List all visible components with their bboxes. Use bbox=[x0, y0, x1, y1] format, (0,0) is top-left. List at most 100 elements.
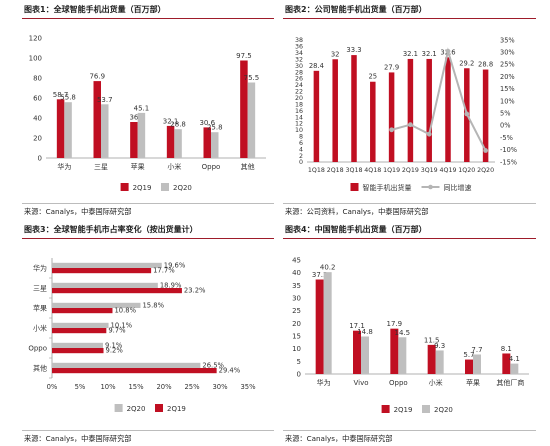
bar-shipments bbox=[445, 57, 451, 163]
yoy-growth-point bbox=[408, 122, 413, 128]
bar-2Q19 bbox=[52, 308, 113, 314]
x-tick-label: 35% bbox=[240, 383, 256, 391]
y-tick-label: 0 bbox=[299, 159, 303, 166]
figure4-title-rule bbox=[283, 238, 536, 239]
legend-swatch bbox=[381, 405, 390, 413]
data-label: 28.4 bbox=[309, 62, 324, 70]
figure3-source: 来源：Canalys，中泰国际研究部 bbox=[24, 434, 132, 443]
figure1-source: 来源：Canalys，中泰国际研究部 bbox=[24, 207, 132, 216]
y-tick-label: 10 bbox=[292, 345, 301, 353]
figure2-title-rule bbox=[283, 18, 536, 19]
x-tick-label: 2Q18 bbox=[327, 167, 344, 174]
y-tick-label: 20 bbox=[33, 135, 42, 143]
figure1-title: 图表1：全球智能手机出货量（百万部） bbox=[24, 5, 166, 14]
y-tick-label: 28 bbox=[295, 69, 303, 76]
y-tick-label: 10 bbox=[295, 127, 303, 134]
data-label: 32.1 bbox=[422, 50, 437, 58]
data-label: 26.5% bbox=[202, 361, 224, 369]
legend-swatch bbox=[114, 404, 123, 412]
y-tick-label: 6 bbox=[299, 140, 303, 147]
legend-label: 2Q20 bbox=[173, 184, 192, 192]
figure2-source: 来源：公司资料，Canalys，中泰国际研究部 bbox=[285, 207, 429, 216]
x-tick-label: 其他厂商 bbox=[496, 378, 524, 387]
bar-2Q19 bbox=[390, 328, 399, 374]
y-tick-label: 小米 bbox=[33, 324, 47, 333]
bar-2Q20 bbox=[101, 104, 109, 158]
data-label: 75.5 bbox=[244, 74, 260, 82]
data-label: 32 bbox=[331, 50, 340, 58]
x-tick-label: 1Q19 bbox=[383, 167, 400, 174]
data-label: 40.2 bbox=[320, 264, 336, 272]
data-label: 9.2% bbox=[106, 347, 124, 355]
x-tick-label: 3Q19 bbox=[421, 167, 438, 174]
y-tick-label: 14 bbox=[295, 114, 303, 121]
legend-label: 2Q20 bbox=[434, 406, 453, 414]
x-tick-label: Oppo bbox=[202, 163, 221, 171]
y-tick-label: 38 bbox=[295, 37, 303, 44]
x-tick-label: 0% bbox=[47, 383, 58, 391]
data-label: 23.2% bbox=[184, 287, 206, 295]
legend-label: 智能手机出货量 bbox=[363, 183, 412, 192]
y2-tick-label: 30% bbox=[500, 49, 515, 57]
x-tick-label: 2Q20 bbox=[477, 167, 494, 174]
data-label: 14.5 bbox=[395, 329, 411, 337]
y-tick-label: 100 bbox=[29, 55, 42, 63]
y2-tick-label: -10% bbox=[500, 146, 517, 154]
y-tick-label: 34 bbox=[295, 50, 303, 57]
bar-2Q20 bbox=[323, 272, 332, 374]
x-tick-label: 3Q18 bbox=[346, 167, 363, 174]
y-tick-label: 30 bbox=[295, 63, 303, 70]
bar-2Q19 bbox=[56, 99, 65, 158]
data-label: 17.7% bbox=[153, 267, 175, 275]
data-label: 9.7% bbox=[108, 327, 126, 335]
data-label: 76.9 bbox=[89, 73, 105, 81]
y-tick-label: 120 bbox=[29, 35, 42, 43]
bar-2Q20 bbox=[435, 350, 444, 374]
data-label: 15.8% bbox=[142, 301, 164, 309]
legend-swatch bbox=[350, 183, 359, 191]
x-tick-label: 华为 bbox=[57, 162, 71, 171]
x-tick-label: 小米 bbox=[429, 378, 443, 387]
figure4-title: 图表4：中国智能手机出货量（百万部） bbox=[285, 225, 427, 234]
data-label: 10.8% bbox=[114, 307, 136, 315]
y-tick-label: 32 bbox=[295, 56, 303, 63]
y-tick-label: 三星 bbox=[33, 285, 47, 293]
bar-2Q19 bbox=[315, 279, 324, 374]
y-tick-label: 35 bbox=[292, 282, 301, 290]
yoy-growth-point bbox=[483, 148, 488, 153]
bar-2Q19 bbox=[52, 328, 107, 334]
x-tick-label: 20% bbox=[156, 383, 172, 391]
bar-2Q20 bbox=[52, 282, 158, 288]
legend-swatch bbox=[155, 404, 163, 412]
bar-2Q20 bbox=[510, 363, 519, 374]
bar-2Q20 bbox=[64, 102, 72, 158]
bar-shipments bbox=[388, 72, 395, 162]
figure3-title: 图表3：全球智能手机市占率变化（按出货量计） bbox=[24, 225, 198, 234]
bar-shipments bbox=[370, 81, 376, 162]
data-label: 32.1 bbox=[163, 117, 179, 125]
bar-2Q20 bbox=[52, 262, 162, 268]
data-label: 5.7 bbox=[463, 351, 474, 359]
bar-2Q19 bbox=[427, 344, 436, 374]
data-label: 30.6 bbox=[199, 119, 215, 127]
x-tick-label: 4Q19 bbox=[440, 167, 457, 174]
y-tick-label: 0 bbox=[38, 155, 42, 163]
legend-swatch bbox=[422, 405, 430, 413]
data-label: 11.5 bbox=[424, 336, 440, 344]
bar-shipments bbox=[407, 58, 414, 162]
bar-shipments bbox=[332, 59, 338, 163]
data-label: 29.2 bbox=[459, 59, 474, 67]
data-label: 8.1 bbox=[501, 345, 512, 353]
bar-shipments bbox=[482, 69, 489, 162]
x-tick-label: 30% bbox=[212, 383, 228, 391]
data-label: 4.1 bbox=[509, 355, 520, 363]
legend-swatch bbox=[161, 183, 169, 191]
figure2-source-rule bbox=[283, 203, 536, 204]
legend-swatch bbox=[120, 183, 129, 191]
y-tick-label: 12 bbox=[295, 121, 303, 128]
bar-2Q20 bbox=[211, 132, 219, 158]
y-tick-label: 60 bbox=[33, 95, 42, 103]
y-tick-label: 36 bbox=[295, 44, 303, 51]
x-tick-label: Oppo bbox=[389, 379, 408, 387]
data-label: 32.1 bbox=[403, 50, 418, 58]
